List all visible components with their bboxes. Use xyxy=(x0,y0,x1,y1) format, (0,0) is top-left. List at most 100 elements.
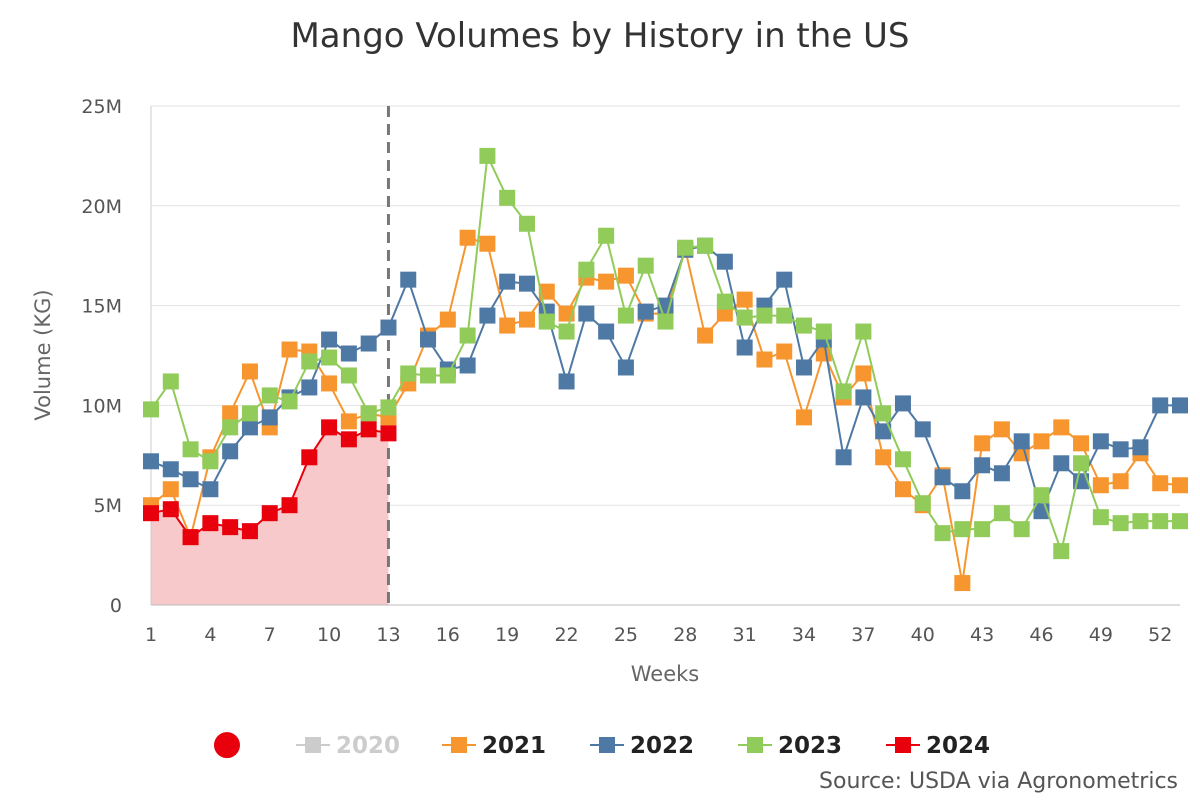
series-2022-point[interactable] xyxy=(182,471,199,488)
series-2022-point[interactable] xyxy=(420,331,437,348)
series-2022-point[interactable] xyxy=(400,271,417,288)
series-2021-point[interactable] xyxy=(321,375,338,392)
series-2023-point[interactable] xyxy=(261,387,278,404)
series-2021-point[interactable] xyxy=(1053,419,1070,436)
series-2023-point[interactable] xyxy=(578,261,595,278)
series-2023-point[interactable] xyxy=(776,307,793,324)
series-2022-point[interactable] xyxy=(241,419,258,436)
series-2022-point[interactable] xyxy=(222,443,239,460)
series-2023-point[interactable] xyxy=(360,405,377,422)
series-2021-point[interactable] xyxy=(974,435,991,452)
series-2023-point[interactable] xyxy=(736,309,753,326)
series-2022-point[interactable] xyxy=(637,303,654,320)
legend-item-2022[interactable]: 2022 xyxy=(590,733,694,759)
series-2023-point[interactable] xyxy=(756,307,773,324)
series-2023-point[interactable] xyxy=(1132,513,1149,530)
series-2021-point[interactable] xyxy=(162,481,179,498)
series-2021-point[interactable] xyxy=(479,235,496,252)
series-2022-point[interactable] xyxy=(796,359,813,376)
series-2023-point[interactable] xyxy=(1112,515,1129,532)
series-2023-point[interactable] xyxy=(617,307,634,324)
series-2023-point[interactable] xyxy=(380,399,397,416)
series-2021-point[interactable] xyxy=(954,575,971,592)
series-2021-point[interactable] xyxy=(538,283,555,300)
series-2023-point[interactable] xyxy=(855,323,872,340)
series-2021-point[interactable] xyxy=(993,421,1010,438)
series-2022-point[interactable] xyxy=(578,305,595,322)
series-2024-point[interactable] xyxy=(340,431,357,448)
series-2024-point[interactable] xyxy=(301,449,318,466)
series-2022-point[interactable] xyxy=(360,335,377,352)
series-2021-point[interactable] xyxy=(1092,477,1109,494)
series-2022-point[interactable] xyxy=(143,453,159,470)
series-2023-point[interactable] xyxy=(974,521,991,538)
series-2021-point[interactable] xyxy=(598,273,615,290)
series-2021-point[interactable] xyxy=(855,365,872,382)
series-2021-point[interactable] xyxy=(736,291,753,308)
series-2021-point[interactable] xyxy=(499,317,516,334)
series-2022-point[interactable] xyxy=(499,273,516,290)
series-2023-point[interactable] xyxy=(538,313,555,330)
series-2023-point[interactable] xyxy=(558,323,575,340)
series-2024-point[interactable] xyxy=(241,523,258,540)
series-2023-point[interactable] xyxy=(340,367,357,384)
series-2021-point[interactable] xyxy=(1172,477,1188,494)
series-2023-point[interactable] xyxy=(914,495,931,512)
series-2023-point[interactable] xyxy=(182,441,199,458)
series-2021-point[interactable] xyxy=(617,267,634,284)
series-2023-point[interactable] xyxy=(400,365,417,382)
series-2022-point[interactable] xyxy=(1092,433,1109,450)
series-2021-point[interactable] xyxy=(894,481,911,498)
series-2022-point[interactable] xyxy=(716,253,733,270)
series-2023-point[interactable] xyxy=(321,349,338,366)
series-2022-point[interactable] xyxy=(202,481,219,498)
series-2022-point[interactable] xyxy=(162,461,179,478)
series-2021-point[interactable] xyxy=(875,449,892,466)
series-2023-point[interactable] xyxy=(1092,509,1109,526)
series-2024-point[interactable] xyxy=(202,515,219,532)
series-2023-point[interactable] xyxy=(657,313,674,330)
series-2023-point[interactable] xyxy=(796,317,813,334)
series-2022-point[interactable] xyxy=(736,339,753,356)
series-2021-point[interactable] xyxy=(1112,473,1129,490)
series-2023-point[interactable] xyxy=(162,373,179,390)
series-2021-point[interactable] xyxy=(1033,433,1050,450)
series-2021-point[interactable] xyxy=(241,363,258,380)
series-2023-point[interactable] xyxy=(875,405,892,422)
series-2023-point[interactable] xyxy=(499,189,516,206)
series-2021-point[interactable] xyxy=(340,413,357,430)
legend-item-2024[interactable]: 2024 xyxy=(886,733,990,759)
series-2022-point[interactable] xyxy=(1053,455,1070,472)
series-2021-point[interactable] xyxy=(1073,435,1090,452)
series-2023-point[interactable] xyxy=(934,525,951,542)
series-2023-point[interactable] xyxy=(993,505,1010,522)
series-2023-point[interactable] xyxy=(1152,513,1169,530)
legend-item-2020[interactable]: 2020 xyxy=(296,733,400,759)
series-2023-point[interactable] xyxy=(598,227,615,244)
series-2024-point[interactable] xyxy=(182,529,199,546)
series-2023-point[interactable] xyxy=(281,393,298,410)
series-2021-point[interactable] xyxy=(518,311,535,328)
series-2022-point[interactable] xyxy=(875,423,892,440)
series-2023-point[interactable] xyxy=(301,353,318,370)
series-2023-point[interactable] xyxy=(439,367,456,384)
series-2023-point[interactable] xyxy=(420,367,437,384)
series-2023-point[interactable] xyxy=(1033,487,1050,504)
series-2021-point[interactable] xyxy=(281,341,298,358)
series-2022-point[interactable] xyxy=(459,357,476,374)
series-2022-point[interactable] xyxy=(1112,441,1129,458)
series-2024-point[interactable] xyxy=(222,519,239,536)
series-2023-point[interactable] xyxy=(1172,513,1188,530)
series-2023-point[interactable] xyxy=(677,239,694,256)
series-2023-point[interactable] xyxy=(815,323,832,340)
series-2022-point[interactable] xyxy=(993,465,1010,482)
series-2022-point[interactable] xyxy=(914,421,931,438)
series-2024-point[interactable] xyxy=(380,425,397,442)
series-2023-point[interactable] xyxy=(479,147,496,164)
series-2022-point[interactable] xyxy=(1172,397,1188,414)
series-2022-point[interactable] xyxy=(1152,397,1169,414)
series-2023-point[interactable] xyxy=(1073,455,1090,472)
series-2021-point[interactable] xyxy=(1152,475,1169,492)
series-2022-point[interactable] xyxy=(617,359,634,376)
series-2022-point[interactable] xyxy=(340,345,357,362)
